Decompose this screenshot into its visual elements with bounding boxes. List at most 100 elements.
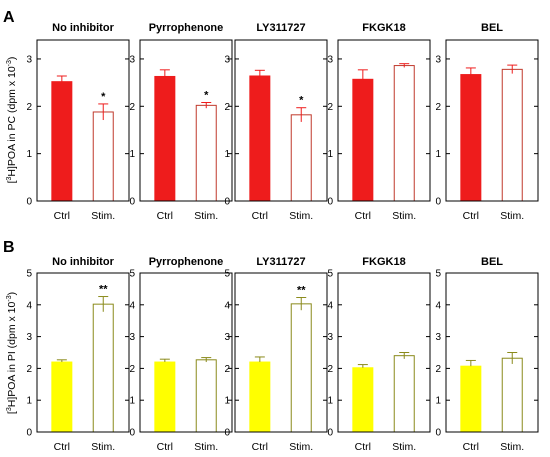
y-tick-label: 1	[327, 149, 333, 160]
y-tick-label: 0	[224, 197, 230, 208]
bar-ctrl	[352, 367, 374, 433]
subplot-title: No inhibitor	[52, 256, 114, 268]
bar-stim	[195, 359, 217, 433]
y-tick-label: 1	[224, 149, 230, 160]
category-label: Ctrl	[463, 441, 479, 453]
y-tick-label: 3	[129, 54, 135, 65]
plot-frame	[36, 39, 130, 202]
plot-frame	[36, 272, 130, 433]
y-axis-label-post: )	[6, 57, 18, 61]
bar-stim	[501, 68, 523, 202]
subplot-title: Pyrrophenone	[149, 256, 224, 268]
category-label: Ctrl	[252, 441, 268, 453]
subplot: No inhibitor 0 1 2 3 Ctrl * Stim.	[26, 22, 130, 222]
significance-marker: *	[204, 90, 209, 102]
y-axis-label-sup2: -3	[6, 295, 13, 301]
significance-marker: **	[297, 284, 306, 296]
category-label: Stim.	[289, 441, 313, 453]
y-tick-label: 2	[129, 102, 135, 113]
subplot-title: LY311727	[256, 22, 305, 34]
bar-stim	[290, 303, 312, 433]
category-label: Stim.	[392, 441, 416, 453]
category-label: Ctrl	[463, 210, 479, 222]
plot-frame	[445, 39, 539, 202]
y-tick-label: 5	[435, 269, 441, 280]
y-tick-label: 0	[435, 197, 441, 208]
y-tick-label: 0	[26, 197, 32, 208]
plot-frame	[234, 39, 328, 202]
y-axis-label-sup2: -3	[6, 60, 13, 66]
bar-ctrl	[352, 78, 374, 202]
subplot: BEL 0 1 2 3 Ctrl Stim.	[435, 22, 539, 222]
y-tick-label: 3	[26, 332, 32, 343]
y-axis-label-sup1: 3	[6, 177, 13, 181]
category-label: Stim.	[500, 441, 524, 453]
y-tick-label: 0	[435, 428, 441, 439]
y-tick-label: 4	[327, 300, 333, 311]
bar-stim	[195, 104, 217, 202]
y-tick-label: 1	[224, 396, 230, 407]
y-tick-label: 3	[327, 54, 333, 65]
subplot-title: FKGK18	[362, 22, 405, 34]
y-tick-label: 1	[327, 396, 333, 407]
category-label: Stim.	[289, 210, 313, 222]
subplot: LY311727 0 1 2 3 4 5 Ctrl ** Stim.	[224, 256, 328, 453]
y-tick-label: 4	[26, 300, 32, 311]
y-tick-label: 1	[129, 149, 135, 160]
y-tick-label: 2	[26, 364, 32, 375]
y-tick-label: 2	[129, 364, 135, 375]
y-tick-label: 3	[129, 332, 135, 343]
y-tick-label: 2	[327, 102, 333, 113]
subplot: BEL 0 1 2 3 4 5 Ctrl Stim.	[435, 256, 539, 453]
subplot-title: BEL	[481, 256, 503, 268]
panel-letter: A	[3, 9, 15, 26]
category-label: Stim.	[194, 441, 218, 453]
category-label: Ctrl	[355, 210, 371, 222]
y-tick-label: 3	[435, 54, 441, 65]
subplot: FKGK18 0 1 2 3 4 5 Ctrl Stim.	[327, 256, 431, 453]
y-tick-label: 1	[26, 396, 32, 407]
bar-stim	[393, 355, 415, 433]
subplot-title: FKGK18	[362, 256, 405, 268]
panel-letter: B	[3, 239, 15, 256]
significance-marker: *	[299, 95, 304, 107]
bar-ctrl	[249, 75, 271, 202]
plot-frame	[445, 272, 539, 433]
y-tick-label: 2	[224, 364, 230, 375]
y-tick-label: 5	[26, 269, 32, 280]
subplot: Pyrrophenone 0 1 2 3 4 5 Ctrl Stim.	[129, 256, 233, 453]
y-tick-label: 3	[224, 54, 230, 65]
category-label: Ctrl	[54, 210, 70, 222]
bar-stim	[393, 65, 415, 202]
y-axis-label: [3H]POA in PI (dpm x 10-3)	[6, 292, 18, 414]
y-tick-label: 2	[435, 364, 441, 375]
category-label: Stim.	[500, 210, 524, 222]
y-tick-label: 4	[224, 300, 230, 311]
y-tick-label: 4	[129, 300, 135, 311]
bar-stim	[501, 357, 523, 433]
y-axis-label-sup1: 3	[6, 407, 13, 411]
y-tick-label: 0	[26, 428, 32, 439]
y-axis-label-post: )	[6, 292, 18, 296]
y-tick-label: 3	[435, 332, 441, 343]
category-label: Stim.	[194, 210, 218, 222]
category-label: Ctrl	[355, 441, 371, 453]
plot-frame	[337, 272, 431, 433]
y-axis-label-pre: [	[6, 180, 18, 183]
plot-frame	[139, 272, 233, 433]
bar-ctrl	[460, 365, 482, 433]
bar-stim	[92, 111, 114, 202]
plot-frame	[337, 39, 431, 202]
y-axis-label: [3H]POA in PC (dpm x 10-3)	[6, 57, 18, 184]
subplot: LY311727 0 1 2 3 Ctrl * Stim.	[224, 22, 328, 222]
bar-ctrl	[51, 361, 73, 433]
subplot-title: LY311727	[256, 256, 305, 268]
y-tick-label: 0	[129, 197, 135, 208]
bar-ctrl	[154, 75, 176, 202]
y-tick-label: 0	[129, 428, 135, 439]
y-tick-label: 1	[129, 396, 135, 407]
y-tick-label: 0	[327, 197, 333, 208]
y-axis-label-mid: H]POA in PC (dpm x 10	[6, 66, 18, 176]
category-label: Ctrl	[54, 441, 70, 453]
category-label: Ctrl	[157, 441, 173, 453]
